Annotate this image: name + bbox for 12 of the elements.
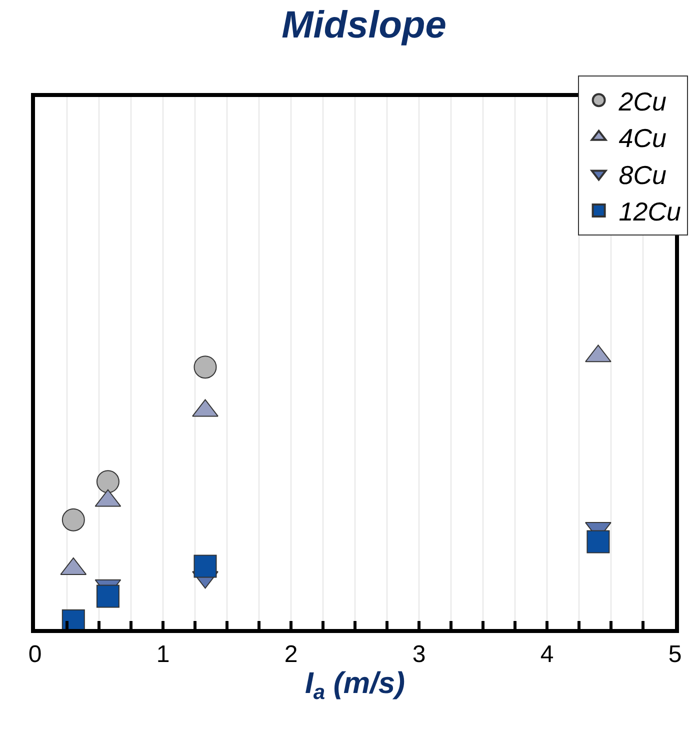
- x-tick-label: 4: [540, 640, 554, 668]
- legend-label: 2Cu: [618, 86, 667, 116]
- legend-label: 8Cu: [618, 160, 667, 190]
- x-tick-label: 3: [412, 640, 426, 668]
- legend-label: 4Cu: [618, 123, 667, 154]
- x-tick-label: 5: [668, 640, 682, 668]
- chart-title: Midslope: [282, 4, 446, 47]
- x-tick-label: 1: [156, 640, 170, 668]
- x-axis-title: I$_{a}$ (m/s): [304, 666, 406, 704]
- x-tick-label: 2: [284, 640, 298, 668]
- legend-label: 12Cu: [618, 196, 681, 227]
- x-tick-label: 0: [28, 640, 42, 668]
